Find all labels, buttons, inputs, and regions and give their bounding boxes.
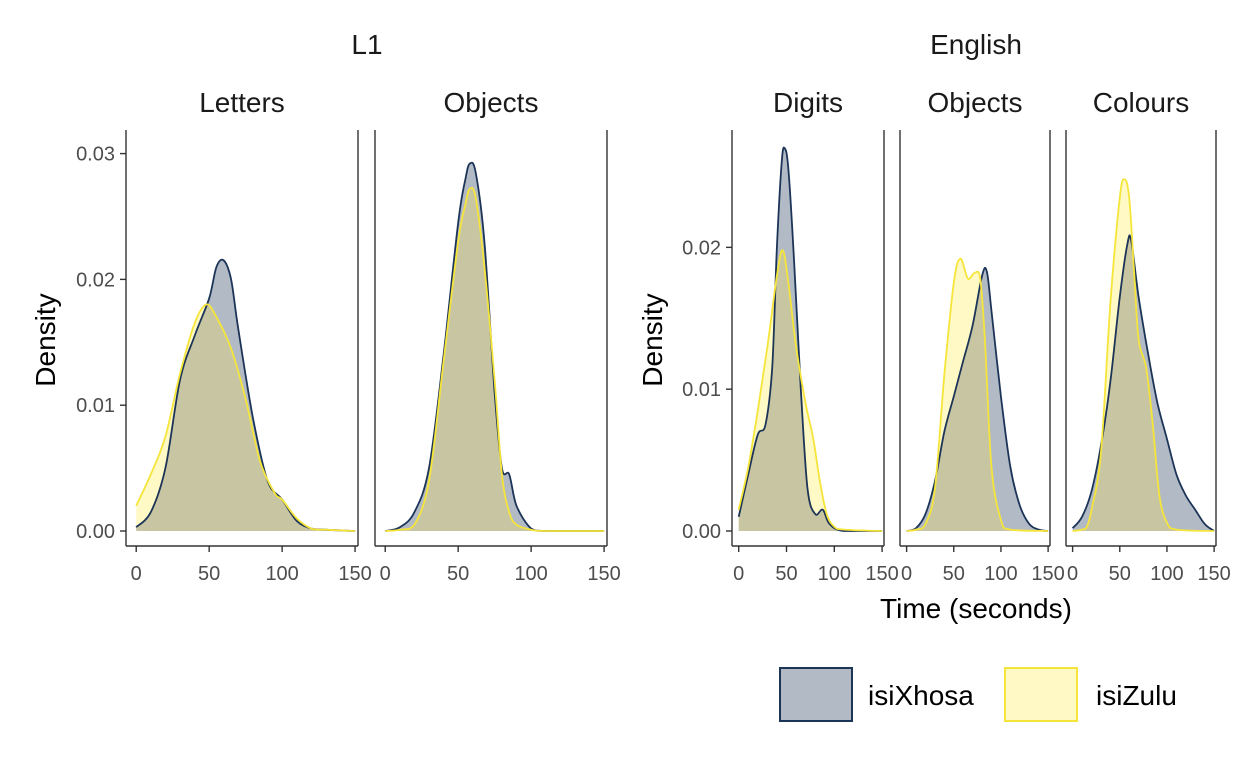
y-tick-label: 0.01 bbox=[76, 395, 115, 417]
y-axis: 0.00 0.01 0.02 0.03 bbox=[76, 144, 126, 543]
x-tick-label: 0 bbox=[1067, 563, 1078, 585]
group-title: L1 bbox=[351, 29, 382, 60]
x-axis-title: Time (seconds) bbox=[880, 593, 1072, 624]
y-tick-label: 0.01 bbox=[682, 379, 721, 401]
y-axis-title: Density bbox=[637, 293, 668, 386]
facet-title: Objects bbox=[928, 87, 1023, 118]
x-tick-label: 100 bbox=[818, 563, 851, 585]
x-tick-label: 50 bbox=[943, 563, 965, 585]
panel-letters: Letters 0 50 100 150 bbox=[125, 87, 372, 585]
y-axis: 0.00 0.01 0.02 bbox=[682, 237, 732, 543]
density-line-isixhosa bbox=[1071, 234, 1215, 532]
x-tick-label: 50 bbox=[775, 563, 797, 585]
y-tick-label: 0.00 bbox=[76, 521, 115, 543]
x-tick-label: 150 bbox=[1031, 563, 1064, 585]
legend-key-isizulu bbox=[1004, 667, 1078, 722]
facet-title: Colours bbox=[1093, 87, 1189, 118]
y-axis-title: Density bbox=[30, 293, 61, 386]
density-line-isixhosa bbox=[906, 266, 1049, 532]
density-line-isizulu bbox=[737, 249, 883, 532]
x-tick-label: 100 bbox=[984, 563, 1017, 585]
density-line-isizulu bbox=[906, 257, 1049, 532]
legend: isiXhosa isiZulu bbox=[779, 667, 1177, 722]
legend-label-isixhosa: isiXhosa bbox=[868, 680, 974, 711]
density-overlap bbox=[1072, 235, 1215, 531]
x-tick-label: 0 bbox=[131, 563, 142, 585]
x-tick-label: 150 bbox=[1197, 563, 1230, 585]
x-tick-label: 100 bbox=[514, 563, 547, 585]
facet-group-0: L1 Density 0.00 0.01 0.02 0.03 Letters 0 50 100 15… bbox=[30, 29, 621, 585]
x-tick-label: 100 bbox=[1150, 563, 1183, 585]
facet-group-1: English Density 0.00 0.01 0.02 Time (seconds)… bbox=[637, 29, 1231, 624]
density-line-isizulu bbox=[1072, 178, 1215, 532]
facet-title: Digits bbox=[773, 87, 843, 118]
panel-digits: Digits 0 50 100 150 bbox=[731, 87, 899, 585]
x-tick-label: 50 bbox=[198, 563, 220, 585]
x-tick-label: 50 bbox=[1109, 563, 1131, 585]
group-title: English bbox=[930, 29, 1022, 60]
y-tick-label: 0.00 bbox=[682, 521, 721, 543]
x-tick-label: 0 bbox=[380, 563, 391, 585]
y-tick-label: 0.03 bbox=[76, 144, 115, 166]
panel-objects: Objects 0 50 100 150 bbox=[899, 87, 1065, 585]
y-tick-label: 0.02 bbox=[682, 237, 721, 259]
legend-key-isixhosa bbox=[779, 667, 853, 722]
facet-title: Objects bbox=[444, 87, 539, 118]
x-tick-label: 50 bbox=[447, 563, 469, 585]
density-line-isizulu bbox=[135, 303, 356, 532]
density-overlap bbox=[385, 187, 605, 531]
density-line-isixhosa bbox=[737, 146, 883, 532]
density-overlap bbox=[136, 304, 356, 531]
density-line-isizulu bbox=[385, 186, 605, 532]
x-tick-label: 0 bbox=[901, 563, 912, 585]
x-tick-label: 150 bbox=[865, 563, 898, 585]
legend-label-isizulu: isiZulu bbox=[1096, 680, 1177, 711]
y-tick-label: 0.02 bbox=[76, 269, 115, 291]
x-tick-label: 150 bbox=[338, 563, 371, 585]
density-line-isixhosa bbox=[135, 258, 356, 532]
facet-title: Letters bbox=[199, 87, 285, 118]
density-overlap bbox=[906, 267, 1049, 531]
panel-colours: Colours 0 50 100 150 bbox=[1065, 87, 1231, 585]
x-tick-label: 0 bbox=[733, 563, 744, 585]
panel-objects: Objects 0 50 100 150 bbox=[374, 87, 621, 585]
density-line-isixhosa bbox=[384, 161, 605, 532]
x-tick-label: 150 bbox=[587, 563, 620, 585]
x-tick-label: 100 bbox=[265, 563, 298, 585]
